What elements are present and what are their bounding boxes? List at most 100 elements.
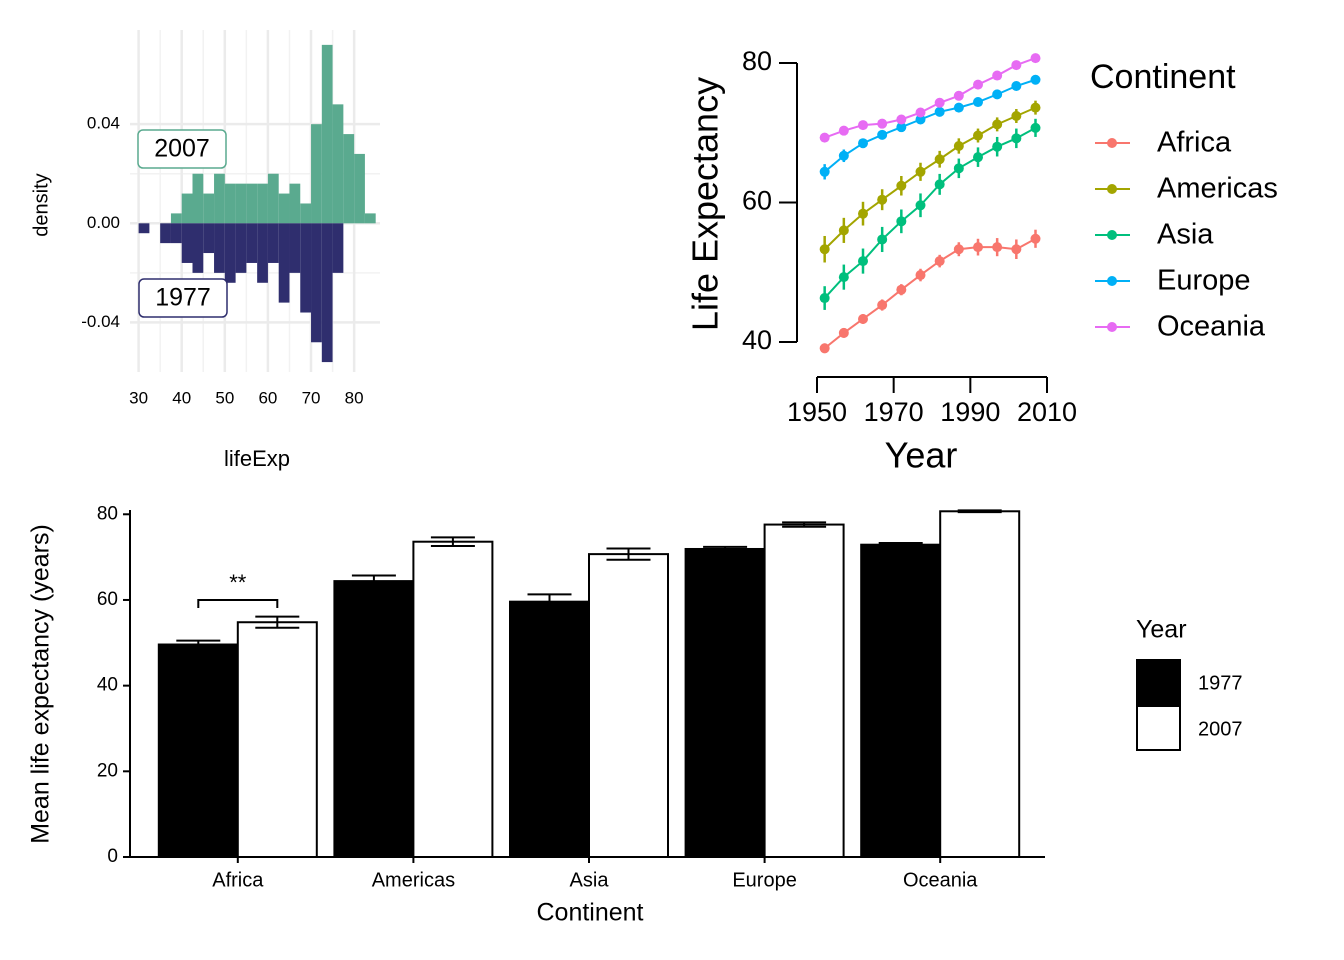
bar	[289, 183, 301, 224]
bar	[332, 104, 344, 224]
legend-point	[1107, 322, 1117, 332]
x-tick-label: 70	[302, 388, 321, 407]
legend-key	[1136, 659, 1181, 705]
y-axis-label: Mean life expectancy (years)	[27, 524, 55, 844]
point	[992, 119, 1003, 130]
x-tick-label: 1970	[864, 397, 924, 427]
point	[838, 327, 849, 338]
point	[877, 118, 888, 129]
x-tick-label: 50	[215, 388, 234, 407]
bar	[257, 223, 268, 283]
bar	[157, 643, 239, 858]
bar	[412, 540, 494, 858]
x-tick-label: 40	[172, 388, 191, 407]
point	[896, 284, 907, 295]
bar	[257, 183, 268, 224]
x-tick-label: Oceania	[903, 869, 978, 891]
bar	[364, 213, 376, 224]
bar	[509, 600, 590, 858]
point	[915, 166, 926, 177]
point	[1011, 60, 1022, 71]
legend-label: Europe	[1157, 265, 1251, 297]
error-bar	[878, 541, 923, 548]
point	[896, 122, 907, 133]
point	[838, 125, 849, 136]
bar	[289, 223, 301, 273]
point	[915, 270, 926, 281]
point	[819, 166, 830, 177]
error-bar	[606, 547, 651, 561]
error-bar	[430, 536, 475, 547]
x-axis-label: Year	[885, 435, 958, 476]
point	[1030, 74, 1041, 85]
point	[896, 180, 907, 191]
point	[992, 89, 1003, 100]
point	[973, 130, 983, 141]
legend-label: Asia	[1157, 219, 1214, 251]
point	[819, 244, 830, 255]
y-tick-label: 40	[742, 325, 772, 355]
point	[858, 313, 868, 324]
bar	[321, 223, 333, 363]
bar	[224, 183, 236, 224]
bar	[311, 223, 322, 343]
point	[858, 138, 868, 149]
bar	[160, 223, 171, 244]
point	[1030, 122, 1041, 133]
point	[934, 179, 945, 190]
legend-title: Continent	[1090, 58, 1236, 96]
point	[1030, 53, 1041, 64]
legend-label: Africa	[1157, 127, 1232, 159]
annotation: **	[229, 570, 247, 595]
point	[838, 225, 849, 236]
bar	[214, 173, 225, 224]
point	[896, 114, 907, 125]
legend-point	[1107, 276, 1117, 286]
bar	[333, 580, 415, 858]
bar	[300, 223, 312, 313]
point	[953, 141, 964, 152]
legend-point	[1107, 230, 1117, 240]
point	[819, 343, 830, 354]
point	[973, 97, 983, 108]
point	[1011, 133, 1022, 144]
point	[1011, 81, 1022, 92]
legend-point	[1107, 138, 1117, 148]
bar	[203, 193, 215, 224]
point	[838, 272, 849, 283]
label-box	[137, 129, 227, 169]
bar	[224, 223, 236, 283]
point	[896, 216, 907, 227]
legend-label: 2007	[1198, 718, 1243, 740]
point	[877, 300, 888, 311]
label-box	[138, 278, 228, 318]
y-axis-label: density	[30, 173, 52, 236]
bar	[267, 223, 279, 263]
bar	[278, 193, 290, 224]
point	[973, 242, 983, 253]
legend-label: 1977	[1198, 672, 1243, 694]
bar	[684, 547, 766, 858]
bar	[236, 621, 318, 858]
x-tick-label: 1990	[940, 397, 1000, 427]
bar	[214, 223, 225, 273]
point	[877, 194, 888, 205]
error-bar	[782, 521, 827, 528]
x-tick-label: Europe	[732, 869, 797, 891]
point	[915, 114, 926, 125]
bar	[235, 223, 247, 273]
x-axis-label: lifeExp	[224, 446, 290, 471]
point	[934, 154, 945, 165]
point	[953, 102, 964, 113]
point	[877, 234, 888, 245]
bar	[321, 44, 333, 224]
point	[1011, 111, 1022, 122]
point	[838, 150, 849, 161]
x-tick-label: 2010	[1017, 397, 1077, 427]
point	[953, 244, 964, 255]
bar	[203, 223, 215, 254]
point	[934, 97, 945, 108]
bar	[138, 223, 150, 234]
bar	[763, 523, 845, 858]
